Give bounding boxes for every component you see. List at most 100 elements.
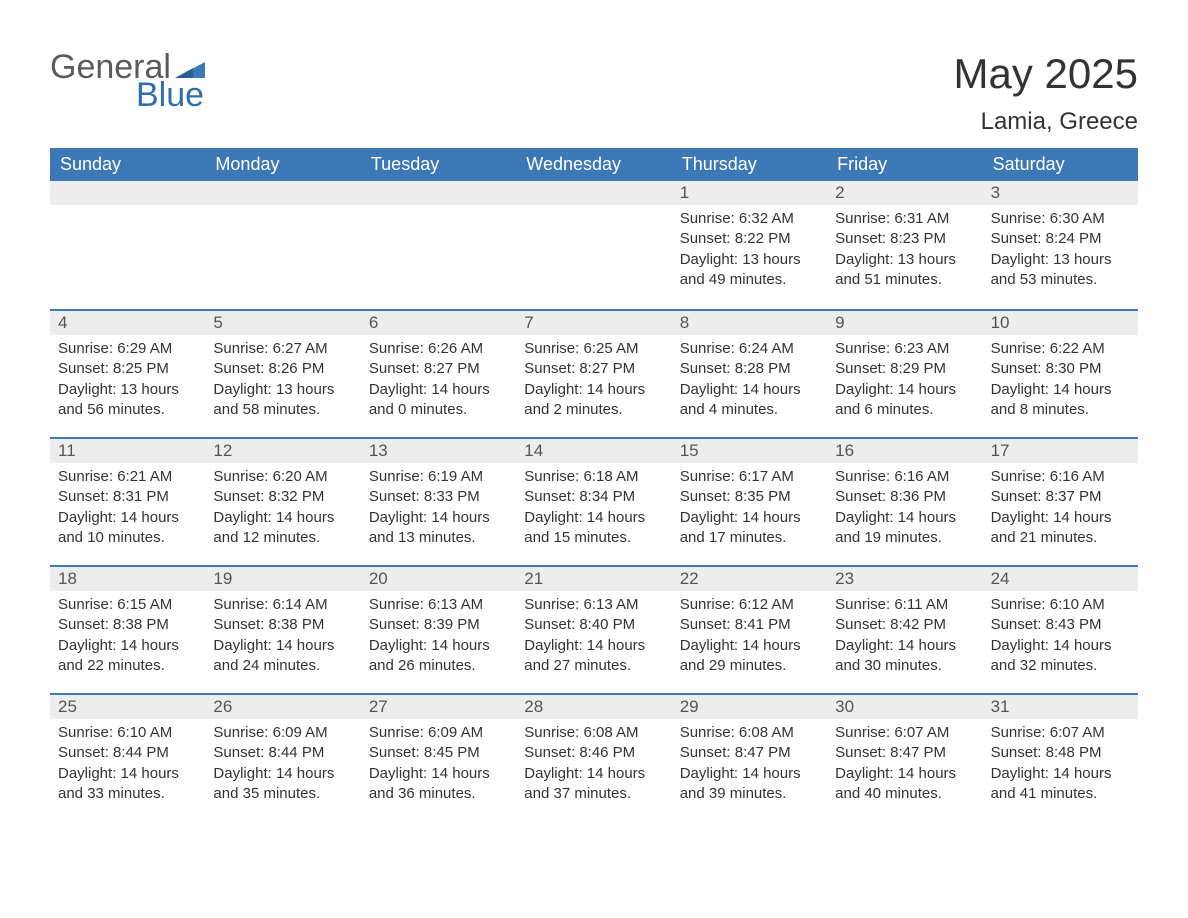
day-body: Sunrise: 6:25 AMSunset: 8:27 PMDaylight:…: [516, 335, 671, 428]
sunset-line: Sunset: 8:45 PM: [369, 743, 508, 763]
calendar-day: 17Sunrise: 6:16 AMSunset: 8:37 PMDayligh…: [983, 439, 1138, 565]
calendar-day: 31Sunrise: 6:07 AMSunset: 8:48 PMDayligh…: [983, 695, 1138, 821]
sunrise-line: Sunrise: 6:29 AM: [58, 339, 197, 359]
weekday-header: Sunday: [50, 148, 205, 181]
sunrise-line: Sunrise: 6:10 AM: [991, 595, 1130, 615]
day-body: Sunrise: 6:23 AMSunset: 8:29 PMDaylight:…: [827, 335, 982, 428]
day-number: 5: [205, 311, 360, 335]
day-number: 24: [983, 567, 1138, 591]
day-body: Sunrise: 6:15 AMSunset: 8:38 PMDaylight:…: [50, 591, 205, 684]
day-body: Sunrise: 6:10 AMSunset: 8:44 PMDaylight:…: [50, 719, 205, 812]
sunset-line: Sunset: 8:32 PM: [213, 487, 352, 507]
day-number: [516, 181, 671, 205]
sunrise-line: Sunrise: 6:14 AM: [213, 595, 352, 615]
day-number: 21: [516, 567, 671, 591]
daylight-line: Daylight: 14 hours and 6 minutes.: [835, 380, 974, 421]
weekday-header: Thursday: [672, 148, 827, 181]
calendar-week: 18Sunrise: 6:15 AMSunset: 8:38 PMDayligh…: [50, 565, 1138, 693]
page-title: May 2025: [954, 50, 1138, 98]
day-body: Sunrise: 6:17 AMSunset: 8:35 PMDaylight:…: [672, 463, 827, 556]
calendar-day: 28Sunrise: 6:08 AMSunset: 8:46 PMDayligh…: [516, 695, 671, 821]
day-number: 1: [672, 181, 827, 205]
sunrise-line: Sunrise: 6:09 AM: [369, 723, 508, 743]
day-body: Sunrise: 6:08 AMSunset: 8:46 PMDaylight:…: [516, 719, 671, 812]
day-number: 2: [827, 181, 982, 205]
sunrise-line: Sunrise: 6:27 AM: [213, 339, 352, 359]
daylight-line: Daylight: 14 hours and 39 minutes.: [680, 764, 819, 805]
sunset-line: Sunset: 8:35 PM: [680, 487, 819, 507]
calendar-day: 18Sunrise: 6:15 AMSunset: 8:38 PMDayligh…: [50, 567, 205, 693]
day-body: Sunrise: 6:14 AMSunset: 8:38 PMDaylight:…: [205, 591, 360, 684]
sunrise-line: Sunrise: 6:18 AM: [524, 467, 663, 487]
sunset-line: Sunset: 8:37 PM: [991, 487, 1130, 507]
day-number: 19: [205, 567, 360, 591]
calendar-day: 25Sunrise: 6:10 AMSunset: 8:44 PMDayligh…: [50, 695, 205, 821]
sunrise-line: Sunrise: 6:26 AM: [369, 339, 508, 359]
daylight-line: Daylight: 14 hours and 35 minutes.: [213, 764, 352, 805]
calendar-day: 8Sunrise: 6:24 AMSunset: 8:28 PMDaylight…: [672, 311, 827, 437]
sunset-line: Sunset: 8:40 PM: [524, 615, 663, 635]
sunrise-line: Sunrise: 6:07 AM: [835, 723, 974, 743]
day-body: Sunrise: 6:32 AMSunset: 8:22 PMDaylight:…: [672, 205, 827, 298]
day-number: 8: [672, 311, 827, 335]
sunrise-line: Sunrise: 6:24 AM: [680, 339, 819, 359]
logo: General Blue: [50, 50, 205, 112]
day-number: 16: [827, 439, 982, 463]
day-body: Sunrise: 6:30 AMSunset: 8:24 PMDaylight:…: [983, 205, 1138, 298]
sunrise-line: Sunrise: 6:10 AM: [58, 723, 197, 743]
daylight-line: Daylight: 14 hours and 4 minutes.: [680, 380, 819, 421]
calendar-day: 2Sunrise: 6:31 AMSunset: 8:23 PMDaylight…: [827, 181, 982, 309]
sunset-line: Sunset: 8:46 PM: [524, 743, 663, 763]
daylight-line: Daylight: 14 hours and 22 minutes.: [58, 636, 197, 677]
calendar-day: [50, 181, 205, 309]
day-body: Sunrise: 6:31 AMSunset: 8:23 PMDaylight:…: [827, 205, 982, 298]
daylight-line: Daylight: 14 hours and 0 minutes.: [369, 380, 508, 421]
location-text: Lamia, Greece: [954, 108, 1138, 136]
sunset-line: Sunset: 8:34 PM: [524, 487, 663, 507]
daylight-line: Daylight: 14 hours and 15 minutes.: [524, 508, 663, 549]
day-body: Sunrise: 6:24 AMSunset: 8:28 PMDaylight:…: [672, 335, 827, 428]
sunset-line: Sunset: 8:24 PM: [991, 229, 1130, 249]
day-body: Sunrise: 6:16 AMSunset: 8:37 PMDaylight:…: [983, 463, 1138, 556]
weekday-header: Monday: [205, 148, 360, 181]
sunset-line: Sunset: 8:25 PM: [58, 359, 197, 379]
sunset-line: Sunset: 8:44 PM: [213, 743, 352, 763]
daylight-line: Daylight: 14 hours and 32 minutes.: [991, 636, 1130, 677]
calendar-day: 4Sunrise: 6:29 AMSunset: 8:25 PMDaylight…: [50, 311, 205, 437]
daylight-line: Daylight: 14 hours and 17 minutes.: [680, 508, 819, 549]
sunrise-line: Sunrise: 6:23 AM: [835, 339, 974, 359]
day-body: Sunrise: 6:13 AMSunset: 8:39 PMDaylight:…: [361, 591, 516, 684]
day-number: 25: [50, 695, 205, 719]
sunset-line: Sunset: 8:33 PM: [369, 487, 508, 507]
logo-word2: Blue: [136, 78, 205, 112]
daylight-line: Daylight: 14 hours and 33 minutes.: [58, 764, 197, 805]
daylight-line: Daylight: 14 hours and 26 minutes.: [369, 636, 508, 677]
day-number: 13: [361, 439, 516, 463]
sunset-line: Sunset: 8:26 PM: [213, 359, 352, 379]
sunset-line: Sunset: 8:44 PM: [58, 743, 197, 763]
calendar-day: 12Sunrise: 6:20 AMSunset: 8:32 PMDayligh…: [205, 439, 360, 565]
daylight-line: Daylight: 14 hours and 36 minutes.: [369, 764, 508, 805]
day-body: Sunrise: 6:22 AMSunset: 8:30 PMDaylight:…: [983, 335, 1138, 428]
sunset-line: Sunset: 8:27 PM: [524, 359, 663, 379]
day-number: 31: [983, 695, 1138, 719]
day-body: Sunrise: 6:07 AMSunset: 8:48 PMDaylight:…: [983, 719, 1138, 812]
sunrise-line: Sunrise: 6:20 AM: [213, 467, 352, 487]
sunset-line: Sunset: 8:42 PM: [835, 615, 974, 635]
day-number: 30: [827, 695, 982, 719]
sunset-line: Sunset: 8:27 PM: [369, 359, 508, 379]
daylight-line: Daylight: 14 hours and 24 minutes.: [213, 636, 352, 677]
day-body: Sunrise: 6:26 AMSunset: 8:27 PMDaylight:…: [361, 335, 516, 428]
sunset-line: Sunset: 8:47 PM: [835, 743, 974, 763]
day-number: 23: [827, 567, 982, 591]
daylight-line: Daylight: 14 hours and 40 minutes.: [835, 764, 974, 805]
day-number: 6: [361, 311, 516, 335]
calendar-week: 25Sunrise: 6:10 AMSunset: 8:44 PMDayligh…: [50, 693, 1138, 821]
day-number: 7: [516, 311, 671, 335]
sunrise-line: Sunrise: 6:16 AM: [991, 467, 1130, 487]
daylight-line: Daylight: 13 hours and 56 minutes.: [58, 380, 197, 421]
day-number: 3: [983, 181, 1138, 205]
daylight-line: Daylight: 14 hours and 13 minutes.: [369, 508, 508, 549]
calendar-day: 5Sunrise: 6:27 AMSunset: 8:26 PMDaylight…: [205, 311, 360, 437]
calendar-day: 16Sunrise: 6:16 AMSunset: 8:36 PMDayligh…: [827, 439, 982, 565]
